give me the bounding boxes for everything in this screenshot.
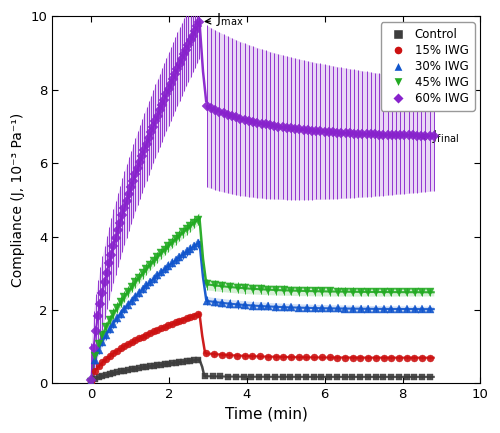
X-axis label: Time (min): Time (min) [225,407,308,422]
Y-axis label: Compliance (J, 10⁻³ Pa⁻¹): Compliance (J, 10⁻³ Pa⁻¹) [11,113,25,287]
Text: J$_\mathregular{final}$: J$_\mathregular{final}$ [420,128,459,145]
Text: J$_\mathregular{max}$: J$_\mathregular{max}$ [205,11,244,29]
Legend: Control, 15% IWG, 30% IWG, 45% IWG, 60% IWG: Control, 15% IWG, 30% IWG, 45% IWG, 60% … [380,22,474,111]
